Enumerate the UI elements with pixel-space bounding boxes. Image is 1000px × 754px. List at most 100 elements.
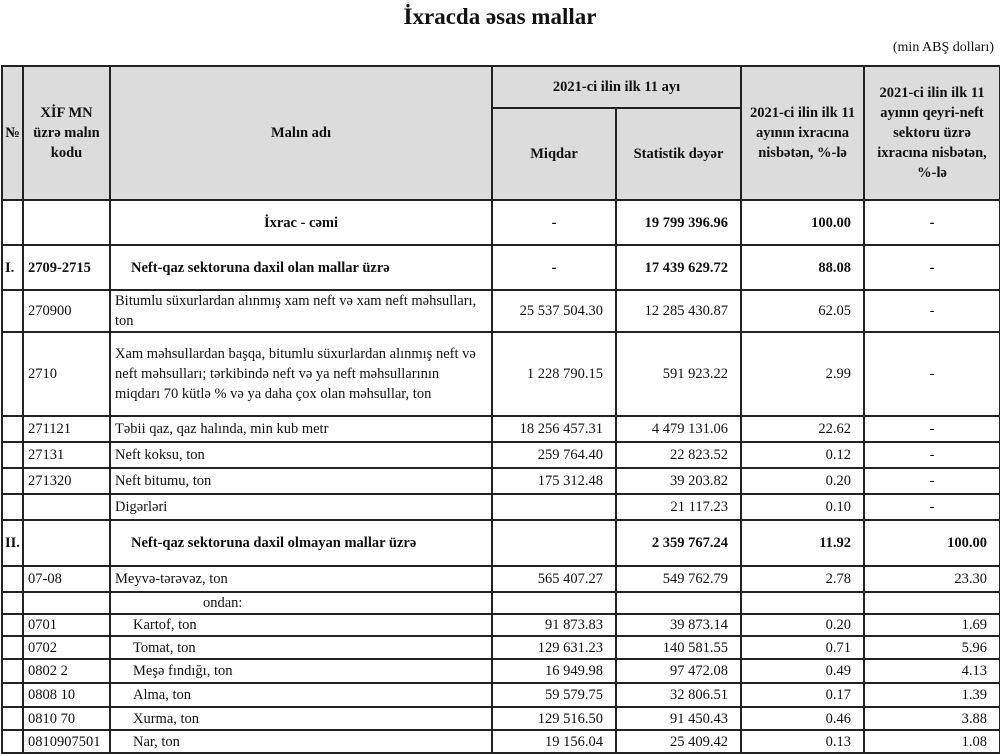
row-code: 2709-2715 bbox=[22, 244, 111, 291]
row-share-total: 0.13 bbox=[740, 729, 866, 754]
row-share-nonoil: - bbox=[863, 493, 1000, 521]
row-name: Neft bitumu, ton bbox=[109, 467, 493, 495]
row-name: İxrac - cəmi bbox=[109, 199, 493, 246]
row-share-total: 62.05 bbox=[740, 289, 866, 333]
row-no bbox=[1, 331, 24, 417]
row-name: Digərləri bbox=[109, 493, 493, 521]
row-share-nonoil: 1.08 bbox=[863, 729, 1000, 754]
row-name: Xurma, ton bbox=[109, 706, 493, 731]
row-value: 17 439 629.72 bbox=[614, 244, 743, 291]
row-share-total bbox=[740, 591, 866, 615]
row-no bbox=[1, 289, 24, 333]
row-code: 0810907501 bbox=[22, 729, 111, 754]
row-no bbox=[1, 441, 24, 469]
row-name: Bitumlu süxurlardan alınmış xam neft və … bbox=[109, 289, 493, 333]
table-row: Digərləri 21 117.23 0.10- bbox=[1, 493, 1000, 521]
row-value: 25 409.42 bbox=[614, 729, 743, 754]
row-name: Nar, ton bbox=[109, 729, 493, 754]
row-no: II. bbox=[1, 519, 24, 567]
row-value: 591 923.22 bbox=[614, 331, 743, 417]
row-quantity: 16 949.98 bbox=[491, 658, 617, 684]
row-share-total: 0.49 bbox=[740, 658, 866, 684]
row-name: Neft-qaz sektoruna daxil olan mallar üzr… bbox=[109, 244, 493, 291]
table-row: İxrac - cəmi -19 799 396.96 100.00- bbox=[1, 199, 1000, 246]
row-value: 549 762.79 bbox=[614, 565, 743, 593]
row-no: I. bbox=[1, 244, 24, 291]
table-row: 07-08 Meyvə-tərəvəz, ton 565 407.27 549 762… bbox=[1, 565, 1000, 593]
row-quantity: 565 407.27 bbox=[491, 565, 617, 593]
row-value: 97 472.08 bbox=[614, 658, 743, 684]
exports-table: № XİF MN üzrə malın kodu Malın adı 2021-… bbox=[1, 65, 1000, 754]
row-share-nonoil: 1.69 bbox=[863, 613, 1000, 637]
row-share-total: 2.99 bbox=[740, 331, 866, 417]
row-no bbox=[1, 635, 24, 660]
row-share-nonoil: - bbox=[863, 199, 1000, 246]
row-quantity: 129 516.50 bbox=[491, 706, 617, 731]
row-value: 2 359 767.24 bbox=[614, 519, 743, 567]
row-value: 32 806.51 bbox=[614, 682, 743, 708]
table-body: İxrac - cəmi -19 799 396.96 100.00- I. 2709-… bbox=[1, 199, 1000, 754]
row-code: 270900 bbox=[22, 289, 111, 333]
row-no bbox=[1, 658, 24, 684]
table-row: 0802 2 Meşə fındığı, ton 16 949.98 97 472.0… bbox=[1, 658, 1000, 684]
row-code bbox=[22, 519, 111, 567]
table-row: 27131 Neft koksu, ton 259 764.40 22 823.52 0… bbox=[1, 441, 1000, 469]
row-quantity: 25 537 504.30 bbox=[491, 289, 617, 333]
row-quantity: 18 256 457.31 bbox=[491, 415, 617, 443]
header-period: 2021-ci ilin ilk 11 ayı bbox=[490, 65, 743, 109]
row-quantity: 1 228 790.15 bbox=[491, 331, 617, 417]
row-quantity: - bbox=[491, 199, 617, 246]
row-quantity: - bbox=[491, 244, 617, 291]
row-share-nonoil: - bbox=[863, 244, 1000, 291]
row-share-total: 0.17 bbox=[740, 682, 866, 708]
row-share-nonoil bbox=[863, 591, 1000, 615]
row-no bbox=[1, 493, 24, 521]
row-share-total: 88.08 bbox=[740, 244, 866, 291]
row-name: Neft koksu, ton bbox=[109, 441, 493, 469]
row-share-total: 2.78 bbox=[740, 565, 866, 593]
table-row: 2710 Xam məhsullardan başqa, bitumlu süxu… bbox=[1, 331, 1000, 417]
row-quantity bbox=[491, 493, 617, 521]
table-row: 0810907501 Nar, ton 19 156.04 25 409.42 0.13… bbox=[1, 729, 1000, 754]
row-code: 0810 70 bbox=[22, 706, 111, 731]
row-no bbox=[1, 467, 24, 495]
row-code bbox=[22, 199, 111, 246]
row-code: 07-08 bbox=[22, 565, 111, 593]
row-no bbox=[1, 591, 24, 615]
table-row: 0701 Kartof, ton 91 873.83 39 873.14 0.20 1.6… bbox=[1, 613, 1000, 637]
row-share-total: 11.92 bbox=[740, 519, 866, 567]
row-name: Meyvə-tərəvəz, ton bbox=[109, 565, 493, 593]
header-code: XİF MN üzrə malın kodu bbox=[22, 65, 111, 201]
row-code bbox=[22, 493, 111, 521]
page-title: İxracda əsas mallar bbox=[403, 4, 597, 29]
header-share-total: 2021-ci ilin ilk 11 ayının ixracına nisb… bbox=[740, 65, 866, 201]
row-share-nonoil: - bbox=[863, 289, 1000, 333]
row-quantity: 129 631.23 bbox=[491, 635, 617, 660]
row-share-nonoil: 1.39 bbox=[863, 682, 1000, 708]
row-value: 19 799 396.96 bbox=[614, 199, 743, 246]
row-name: Təbii qaz, qaz halında, min kub metr bbox=[109, 415, 493, 443]
row-quantity: 59 579.75 bbox=[491, 682, 617, 708]
row-no bbox=[1, 415, 24, 443]
row-share-total: 100.00 bbox=[740, 199, 866, 246]
row-name: Xam məhsullardan başqa, bitumlu süxurlar… bbox=[109, 331, 493, 417]
row-share-nonoil: - bbox=[863, 441, 1000, 469]
row-value: 91 450.43 bbox=[614, 706, 743, 731]
row-no bbox=[1, 613, 24, 637]
row-share-total: 0.20 bbox=[740, 613, 866, 637]
table-row: 0810 70 Xurma, ton 129 516.50 91 450.43 0.46… bbox=[1, 706, 1000, 731]
row-share-total: 0.46 bbox=[740, 706, 866, 731]
row-name: Alma, ton bbox=[109, 682, 493, 708]
row-code: 0808 10 bbox=[22, 682, 111, 708]
row-no bbox=[1, 706, 24, 731]
table-row: 0808 10 Alma, ton 59 579.75 32 806.51 0.17 1.… bbox=[1, 682, 1000, 708]
unit-note: (min ABŞ dolları) bbox=[892, 40, 994, 55]
row-code: 0802 2 bbox=[22, 658, 111, 684]
row-no bbox=[1, 565, 24, 593]
row-no bbox=[1, 729, 24, 754]
table-row: 271121 Təbii qaz, qaz halında, min kub me… bbox=[1, 415, 1000, 443]
row-value: 21 117.23 bbox=[614, 493, 743, 521]
row-share-nonoil: 4.13 bbox=[863, 658, 1000, 684]
row-share-nonoil: 23.30 bbox=[863, 565, 1000, 593]
row-code: 0701 bbox=[22, 613, 111, 637]
